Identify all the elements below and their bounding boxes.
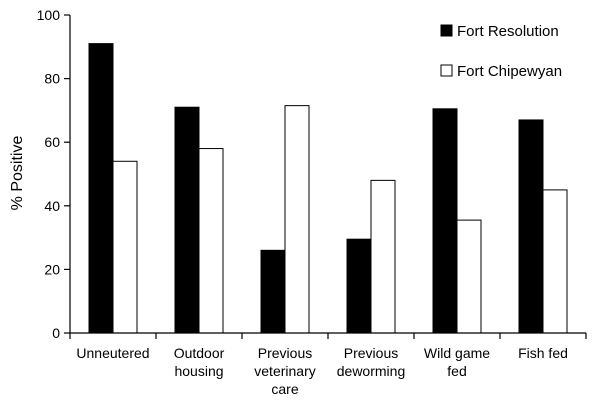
legend-label: Fort Resolution [457, 23, 559, 40]
y-tick-label: 100 [37, 7, 61, 23]
y-axis-title: % Positive [9, 136, 26, 211]
legend-label: Fort Chipewyan [457, 63, 562, 80]
y-tick-label: 60 [44, 134, 60, 150]
bar-fort-chipewyan [284, 105, 310, 334]
y-tick-label: 20 [44, 261, 60, 277]
bar-fort-resolution [432, 108, 458, 334]
legend-swatch [440, 64, 453, 77]
bar-fort-chipewyan [112, 160, 138, 334]
bar-fort-chipewyan [198, 148, 224, 334]
x-category-label: Previous veterinary care [254, 345, 315, 397]
legend-swatch [440, 24, 453, 37]
x-category-label: Outdoor housing [174, 345, 225, 379]
bar-fort-chipewyan [456, 219, 482, 334]
y-tick-label: 0 [52, 325, 60, 341]
x-category-label: Wild game fed [424, 345, 490, 379]
x-axis-category-labels: Unneutered Outdoor housing Previous veterina… [76, 345, 567, 397]
x-category-label: Unneutered [76, 345, 149, 361]
bar-fort-resolution [174, 106, 200, 334]
bar-fort-resolution [518, 119, 544, 334]
x-category-label: Fish fed [518, 345, 568, 361]
y-tick-label: 40 [44, 198, 60, 214]
bar-series [88, 43, 568, 334]
bar-fort-resolution [260, 249, 286, 334]
bar-fort-resolution [346, 238, 372, 334]
legend: Fort Resolution Fort Chipewyan [440, 23, 562, 80]
y-axis-ticks: 0 20 40 60 80 100 [37, 7, 587, 341]
y-tick-label: 80 [44, 71, 60, 87]
bar-fort-chipewyan [542, 189, 568, 334]
bar-fort-resolution [88, 43, 114, 334]
x-category-label: Previous deworming [337, 345, 405, 379]
bar-fort-chipewyan [370, 179, 396, 334]
